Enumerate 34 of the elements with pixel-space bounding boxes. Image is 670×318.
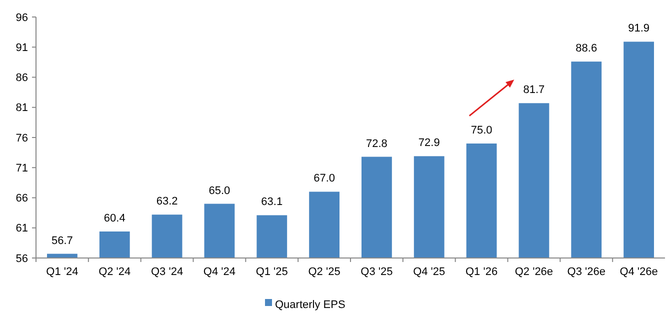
x-tick-label: Q3 '26e — [567, 266, 606, 278]
text: 63.1 — [261, 196, 283, 208]
y-tick-label: 81 — [16, 102, 28, 114]
text: 63.2 — [156, 196, 178, 208]
y-tick-label: 66 — [16, 192, 28, 205]
x-tick-label: Q4 '24 — [203, 266, 236, 278]
text: 65.0 — [208, 184, 230, 197]
text: 60.4 — [104, 212, 126, 224]
y-tick-label: 91 — [16, 42, 28, 54]
y-tick-label: 61 — [16, 222, 28, 235]
y-tick-label: 76 — [16, 132, 28, 144]
legend-label: Quarterly EPS — [275, 298, 346, 311]
x-tick-label: Q1 '25 — [256, 266, 288, 278]
text: 72.8 — [366, 138, 388, 150]
text: 72.9 — [418, 137, 440, 150]
x-tick-label: Q4 '25 — [413, 266, 446, 278]
x-tick-label: Q2 '24 — [98, 266, 131, 278]
x-tick-label: Q3 '24 — [151, 266, 184, 278]
text: 67.0 — [314, 172, 336, 185]
x-tick-label: Q3 '25 — [360, 266, 393, 278]
text: 56.7 — [51, 234, 73, 247]
y-tick-label: 56 — [16, 252, 28, 265]
y-tick-label: 96 — [16, 12, 28, 24]
x-tick-label: Q1 '24 — [46, 266, 78, 278]
y-tick-label: 86 — [16, 72, 28, 84]
x-tick-label: Q4 '26e — [620, 266, 658, 278]
text: 81.7 — [523, 84, 545, 96]
text: 88.6 — [576, 42, 598, 55]
x-tick-label: Q2 '26e — [514, 266, 554, 278]
text: 75.0 — [470, 124, 492, 137]
y-tick-label: 71 — [16, 162, 28, 174]
x-tick-label: Q1 '26 — [466, 266, 498, 278]
x-tick-label: Q2 '25 — [308, 266, 340, 278]
text: 91.9 — [628, 22, 650, 35]
